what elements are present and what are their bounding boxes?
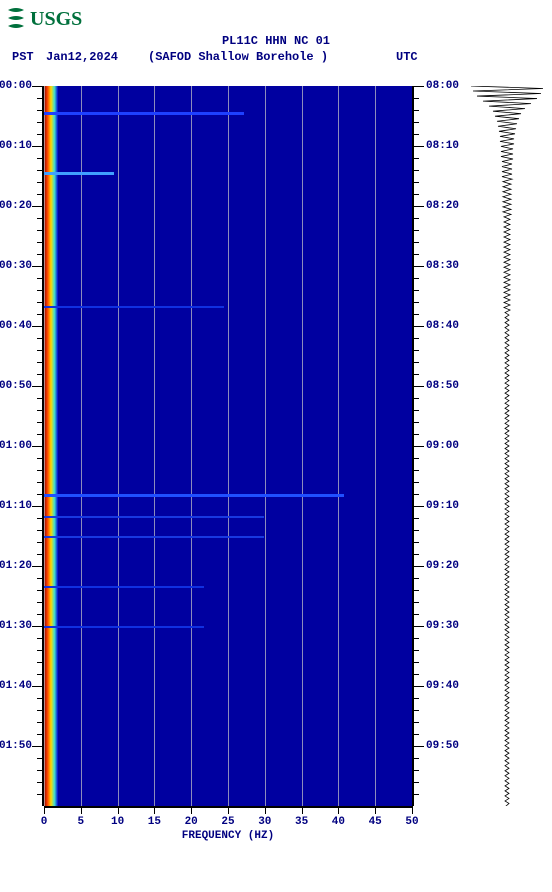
spectrogram-feature bbox=[44, 494, 344, 497]
x-tick-label: 5 bbox=[77, 816, 84, 828]
gridline bbox=[375, 86, 376, 806]
svg-text:USGS: USGS bbox=[30, 8, 82, 30]
time-label: 00:00 bbox=[0, 80, 32, 92]
spectrogram-feature bbox=[44, 626, 204, 628]
x-tick-label: 45 bbox=[369, 816, 382, 828]
x-tick-label: 10 bbox=[111, 816, 124, 828]
time-label: 08:40 bbox=[426, 320, 459, 332]
spectrogram-feature bbox=[44, 172, 114, 175]
station-name: (SAFOD Shallow Borehole ) bbox=[148, 50, 328, 64]
timezone-right: UTC bbox=[396, 50, 418, 64]
time-label: 00:50 bbox=[0, 380, 32, 392]
time-label: 08:30 bbox=[426, 260, 459, 272]
time-label: 08:10 bbox=[426, 140, 459, 152]
gridline bbox=[265, 86, 266, 806]
time-label: 09:20 bbox=[426, 560, 459, 572]
y-axis-left: 00:0000:1000:2000:3000:4000:5001:0001:10… bbox=[0, 86, 44, 806]
spectrogram-feature bbox=[44, 586, 204, 588]
time-label: 00:30 bbox=[0, 260, 32, 272]
time-label: 08:50 bbox=[426, 380, 459, 392]
x-tick-label: 35 bbox=[295, 816, 308, 828]
header-date: Jan12,2024 bbox=[46, 50, 118, 64]
x-tick-label: 25 bbox=[221, 816, 234, 828]
x-tick-label: 15 bbox=[148, 816, 161, 828]
gridline bbox=[44, 86, 45, 806]
time-label: 01:40 bbox=[0, 680, 32, 692]
time-label: 08:00 bbox=[426, 80, 459, 92]
time-label: 01:00 bbox=[0, 440, 32, 452]
page: USGS PL11C HHN NC 01 PST Jan12,2024 (SAF… bbox=[0, 0, 552, 892]
time-label: 00:40 bbox=[0, 320, 32, 332]
timezone-left: PST bbox=[12, 50, 34, 64]
gridline bbox=[302, 86, 303, 806]
time-label: 00:10 bbox=[0, 140, 32, 152]
x-axis: 05101520253035404550 FREQUENCY (HZ) bbox=[44, 806, 412, 846]
time-label: 01:20 bbox=[0, 560, 32, 572]
gridline bbox=[118, 86, 119, 806]
time-label: 09:10 bbox=[426, 500, 459, 512]
spectrogram-feature bbox=[44, 516, 264, 518]
gridline bbox=[338, 86, 339, 806]
gridline bbox=[154, 86, 155, 806]
usgs-logo: USGS bbox=[6, 4, 106, 30]
spectrogram-feature bbox=[44, 112, 244, 115]
spectrogram-feature bbox=[44, 536, 264, 538]
time-label: 09:40 bbox=[426, 680, 459, 692]
y-axis-right: 08:0008:1008:2008:3008:4008:5009:0009:10… bbox=[412, 86, 460, 806]
x-axis-title: FREQUENCY (HZ) bbox=[44, 830, 412, 842]
x-tick-label: 40 bbox=[332, 816, 345, 828]
x-tick-label: 0 bbox=[41, 816, 48, 828]
time-label: 01:30 bbox=[0, 620, 32, 632]
gridline bbox=[228, 86, 229, 806]
spectrogram-feature bbox=[44, 306, 224, 308]
time-label: 08:20 bbox=[426, 200, 459, 212]
x-tick-label: 50 bbox=[405, 816, 418, 828]
time-label: 00:20 bbox=[0, 200, 32, 212]
time-label: 09:30 bbox=[426, 620, 459, 632]
gridline bbox=[81, 86, 82, 806]
time-label: 01:10 bbox=[0, 500, 32, 512]
time-label: 09:00 bbox=[426, 440, 459, 452]
x-tick-label: 20 bbox=[185, 816, 198, 828]
spectrogram bbox=[44, 86, 412, 806]
seismogram-trace bbox=[470, 86, 544, 806]
plot-title: PL11C HHN NC 01 bbox=[0, 34, 552, 48]
time-label: 01:50 bbox=[0, 740, 32, 752]
gridline bbox=[191, 86, 192, 806]
x-tick-label: 30 bbox=[258, 816, 271, 828]
time-label: 09:50 bbox=[426, 740, 459, 752]
